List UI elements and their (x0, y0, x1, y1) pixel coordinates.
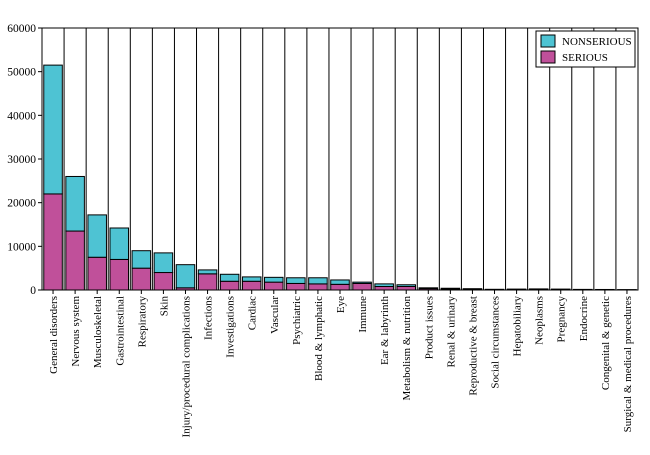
legend-swatch (540, 50, 556, 64)
x-tick-label: Skin (158, 296, 170, 317)
bar-nonserious (396, 284, 416, 288)
legend-label: SERIOUS (562, 52, 608, 64)
legend-swatch (540, 34, 556, 48)
bar-nonserious (153, 252, 174, 274)
bar-nonserious (264, 276, 284, 283)
bar-nonserious (330, 279, 350, 285)
bar-nonserious (175, 264, 196, 289)
x-tick-label: Gastrointestinal (114, 296, 126, 366)
bar-serious (308, 283, 328, 291)
x-tick-label: Psychiatric (291, 296, 303, 345)
x-tick-label: Immune (357, 296, 369, 333)
bar-nonserious (241, 276, 262, 282)
x-tick-label: Endocrine (578, 296, 590, 341)
bar-serious (219, 280, 240, 291)
bar-serious (286, 282, 306, 291)
bar-nonserious (418, 287, 439, 290)
x-tick-label: Infections (203, 296, 215, 340)
bar-nonserious (87, 214, 107, 258)
x-tick-label: Pregnancy (556, 296, 568, 343)
bar-serious (396, 286, 416, 291)
bar-nonserious (65, 175, 85, 232)
x-tick-label: Renal & urinary (445, 296, 457, 368)
x-tick-label: Social circumstances (490, 296, 502, 389)
x-tick-label: Ear & labyrinth (379, 296, 391, 366)
x-tick-label: Injury/procedural complications (180, 296, 192, 437)
x-tick-label: Congenital & genetic (600, 296, 612, 390)
x-tick-label: Respiratory (136, 296, 148, 348)
bar-serious (241, 280, 262, 291)
y-tick-label: 50000 (7, 67, 36, 79)
x-tick-label: Nervous system (70, 296, 82, 367)
bar-nonserious (352, 281, 372, 284)
y-tick-label: 0 (30, 285, 36, 297)
bar-serious (330, 283, 350, 291)
x-tick-label: Investigations (225, 296, 237, 358)
bar-nonserious (109, 227, 130, 260)
x-tick-label: Hepatobiliary (512, 296, 524, 357)
bar-nonserious (374, 283, 394, 288)
x-tick-label: Vascular (269, 296, 281, 334)
bar-nonserious (308, 277, 328, 285)
y-tick-label: 40000 (7, 110, 36, 122)
bar-nonserious (131, 250, 152, 269)
bar-nonserious (197, 269, 218, 275)
bar-nonserious (219, 273, 240, 282)
bar-serious (264, 281, 284, 291)
x-tick-label: Reproductive & breast (467, 296, 479, 396)
legend-label: NONSERIOUS (562, 36, 632, 48)
x-tick-label: Blood & lymphatic (313, 296, 325, 381)
bar-serious (197, 273, 218, 291)
bar-serious (374, 286, 394, 291)
bar-serious (352, 282, 372, 291)
y-tick-label: 10000 (7, 241, 36, 253)
bar-serious (153, 272, 174, 291)
bar-serious (131, 267, 152, 291)
y-tick-label: 30000 (7, 154, 36, 166)
y-tick-label: 20000 (7, 198, 36, 210)
y-tick-label: 60000 (7, 23, 36, 35)
bar-serious (109, 258, 130, 291)
x-tick-label: Metabolism & nutrition (401, 296, 413, 401)
bar-nonserious (440, 287, 461, 290)
bar-nonserious (286, 277, 306, 284)
bar-serious (43, 193, 63, 291)
x-tick-label: General disorders (48, 296, 60, 374)
x-tick-label: Cardiac (247, 296, 259, 330)
x-tick-label: Eye (335, 296, 347, 313)
x-tick-label: Product issues (423, 296, 435, 359)
bar-serious (87, 256, 107, 291)
bar-nonserious (43, 64, 63, 195)
bar-serious (65, 230, 85, 291)
x-tick-label: Neoplasms (534, 296, 546, 345)
x-tick-label: Surgical & medical procedures (622, 296, 634, 432)
x-tick-label: Musculoskeletal (92, 296, 104, 368)
